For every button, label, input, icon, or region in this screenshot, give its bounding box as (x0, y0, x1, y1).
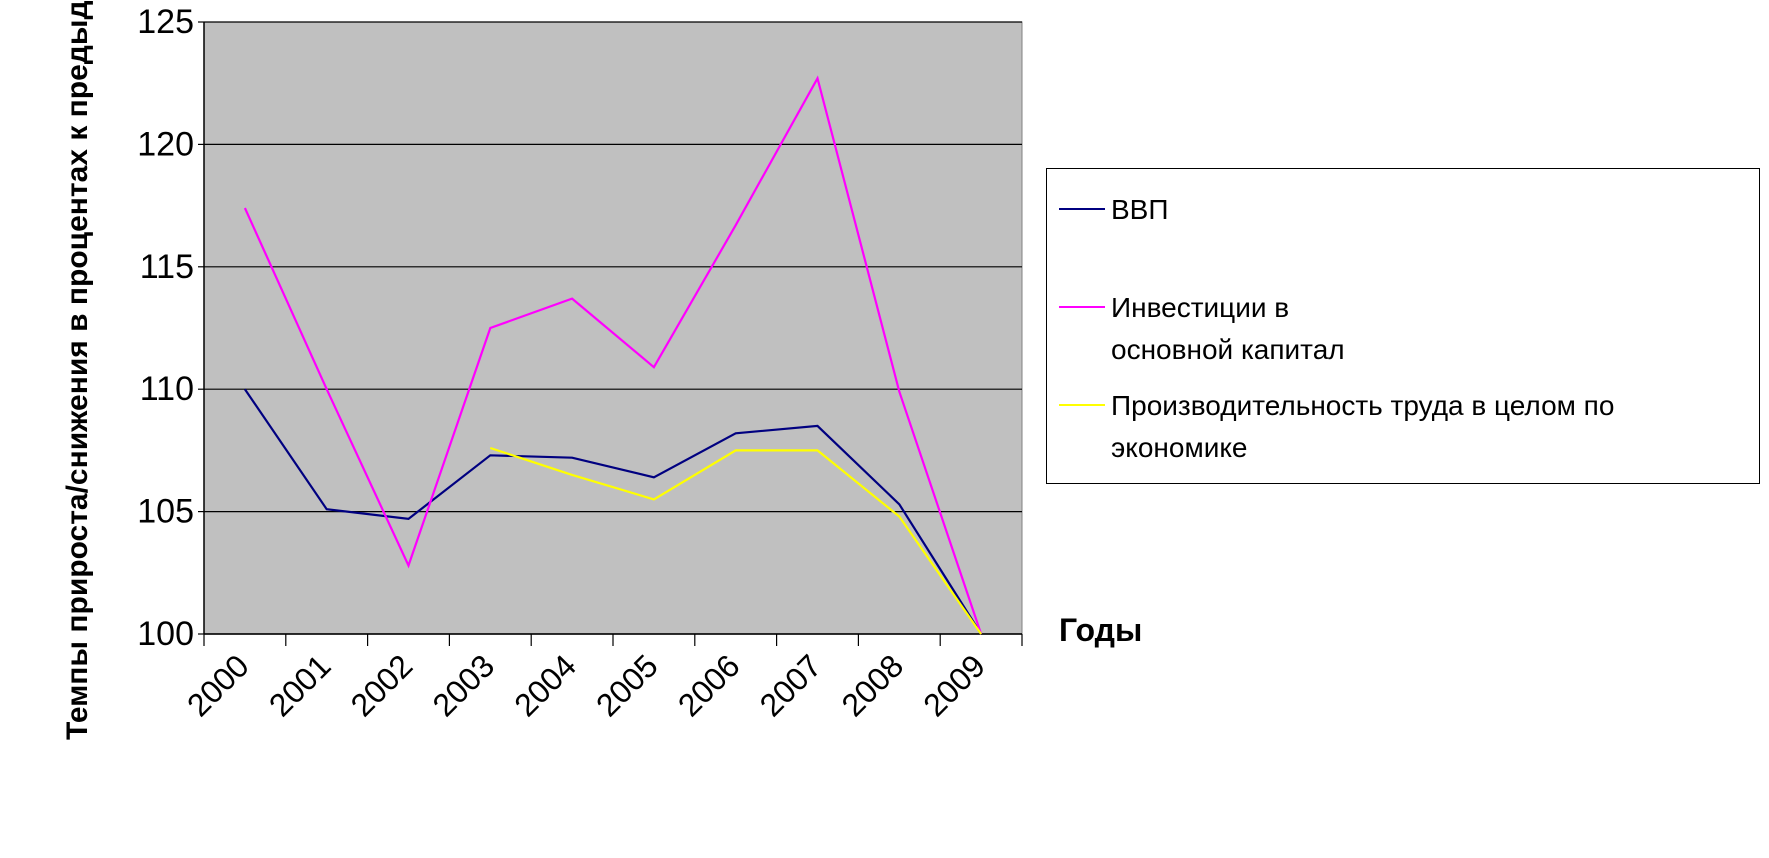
x-axis: 2000 2001 2002 2003 2004 2005 2006 2007 2008 2009 (180, 633, 1023, 723)
y-tick-label-120: 120 (137, 125, 194, 163)
x-tick-label-2002: 2002 (344, 647, 420, 723)
plot-area (203, 21, 1023, 635)
y-tick-label-125: 125 (137, 3, 194, 41)
legend-label-investment: Инвестиции в основной капитал (1111, 292, 1345, 365)
series-line-2 (489, 446, 983, 635)
legend-item-productivity: Производительность труда в целом по экон… (1059, 385, 1731, 469)
y-tick-label-110: 110 (140, 370, 194, 408)
legend-label-gdp: ВВП (1111, 194, 1169, 225)
legend-swatch-productivity (1059, 404, 1105, 406)
y-axis-title: Темпы прироста/снижения в процентах к пр… (61, 0, 94, 740)
y-axis: 100 105 110 115 120 125 (137, 3, 205, 653)
x-tick-label-2006: 2006 (671, 647, 747, 723)
x-tick-label-2004: 2004 (507, 647, 583, 723)
legend-label-productivity: Производительность труда в целом по экон… (1111, 390, 1615, 463)
legend-item-investment: Инвестиции в основной капитал (1059, 287, 1411, 371)
series-line-1 (243, 75, 983, 635)
x-axis-title: Годы (1059, 612, 1143, 648)
x-tick-label-2001: 2001 (262, 647, 338, 723)
legend-swatch-investment (1059, 306, 1105, 308)
x-tick-label-2005: 2005 (589, 647, 665, 723)
y-tick-label-115: 115 (140, 248, 194, 286)
series-lines (243, 75, 983, 635)
legend-swatch-gdp (1059, 208, 1105, 210)
y-tick-label-105: 105 (137, 493, 194, 531)
x-tick-label-2007: 2007 (753, 647, 829, 723)
x-tick-label-2009: 2009 (916, 647, 992, 723)
y-tick-label-100: 100 (137, 615, 194, 653)
series-line-0 (243, 388, 983, 635)
x-tick-label-2003: 2003 (425, 647, 501, 723)
x-tick-label-2000: 2000 (180, 647, 256, 723)
legend-item-gdp: ВВП (1059, 189, 1751, 231)
legend: ВВП Инвестиции в основной капитал Произв… (1046, 168, 1760, 484)
x-tick-label-2008: 2008 (834, 647, 910, 723)
